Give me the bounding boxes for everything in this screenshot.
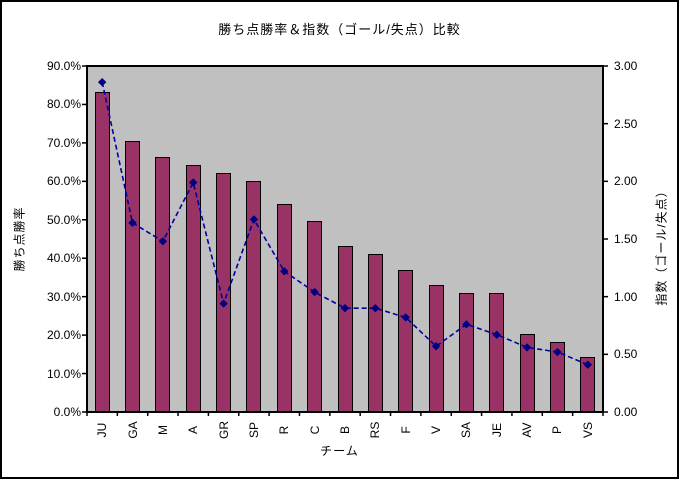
bar-AV (519, 333, 535, 412)
right-axis-tick-2.50: 2.50 (614, 116, 638, 131)
left-axis-tick-50.0%: 50.0% (46, 212, 81, 227)
left-axis-tick-70.0%: 70.0% (46, 135, 81, 150)
bar-SA (458, 292, 474, 412)
right-axis-tick-1.00: 1.00 (614, 289, 638, 304)
bar-JE (489, 292, 505, 412)
bar-P (549, 341, 565, 412)
right-axis-tick-0.00: 0.00 (614, 405, 638, 419)
left-axis-tick-80.0%: 80.0% (46, 97, 81, 112)
left-axis-tick-20.0%: 20.0% (46, 328, 81, 343)
chart-title: 勝ち点勝率＆指数（ゴール/失点）比較 (218, 22, 461, 37)
x-axis-title: チーム (320, 444, 359, 458)
left-axis-tick-0.0%: 0.0% (53, 405, 81, 419)
left-axis-tick-30.0%: 30.0% (46, 289, 81, 304)
left-axis-title: 勝ち点勝率 (12, 206, 27, 272)
right-axis-title: 指数（ゴール/失点） (654, 184, 669, 306)
bar-M (155, 157, 171, 412)
bar-GR (216, 172, 232, 412)
x-axis-label-C: C (307, 425, 322, 435)
x-axis-label-V: V (429, 425, 444, 435)
bar-SP (246, 180, 262, 412)
bar-B (337, 245, 353, 412)
x-axis-label-JE: JE (489, 422, 504, 438)
x-axis-label-GA: GA (125, 421, 140, 439)
x-axis-label-M: M (155, 425, 170, 435)
left-axis-tick-90.0%: 90.0% (46, 59, 81, 73)
bar-R (276, 204, 292, 412)
left-axis-tick-60.0%: 60.0% (46, 174, 81, 189)
x-axis-label-RS: RS (368, 421, 383, 439)
bar-V (428, 285, 444, 412)
x-axis-label-A: A (186, 425, 201, 435)
left-axis-tick-40.0%: 40.0% (46, 251, 81, 266)
bar-C (307, 220, 323, 412)
x-axis-label-GR: GR (216, 421, 231, 439)
x-axis-label-R: R (277, 425, 292, 435)
x-axis-label-SA: SA (459, 421, 474, 439)
bar-F (398, 269, 414, 412)
x-axis-label-F: F (398, 426, 413, 434)
x-axis-label-SP: SP (246, 421, 261, 439)
x-axis-label-AV: AV (520, 422, 535, 438)
bar-JU (94, 91, 110, 412)
right-axis-tick-1.50: 1.50 (614, 232, 638, 246)
bar-RS (367, 253, 383, 412)
x-axis-label-P: P (550, 425, 565, 435)
x-axis-label-B: B (338, 425, 352, 435)
x-axis-label-JU: JU (95, 422, 110, 438)
right-axis-tick-2.00: 2.00 (614, 174, 638, 189)
bar-VS (580, 357, 596, 412)
bar-GA (125, 140, 141, 412)
right-axis-tick-0.50: 0.50 (614, 347, 638, 362)
left-axis-tick-10.0%: 10.0% (46, 366, 81, 381)
right-axis-tick-3.00: 3.00 (614, 59, 638, 73)
x-axis-label-VS: VS (580, 421, 595, 439)
bar-A (185, 165, 201, 412)
